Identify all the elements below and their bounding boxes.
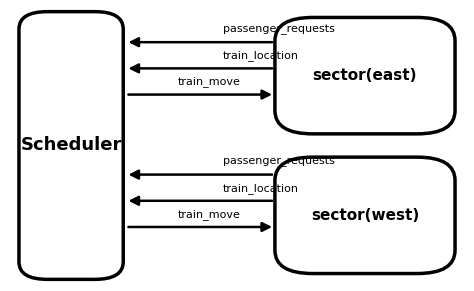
Text: sector(east): sector(east) — [313, 68, 417, 83]
FancyBboxPatch shape — [275, 17, 455, 134]
Text: train_move: train_move — [178, 77, 241, 87]
Text: train_location: train_location — [223, 50, 299, 61]
Text: train_move: train_move — [178, 209, 241, 220]
Text: Scheduler: Scheduler — [20, 136, 122, 155]
Text: train_location: train_location — [223, 183, 299, 194]
Text: passenger_requests: passenger_requests — [223, 24, 335, 35]
Text: sector(west): sector(west) — [311, 208, 419, 223]
FancyBboxPatch shape — [275, 157, 455, 274]
FancyBboxPatch shape — [19, 12, 123, 279]
Text: passenger_requests: passenger_requests — [223, 157, 335, 167]
